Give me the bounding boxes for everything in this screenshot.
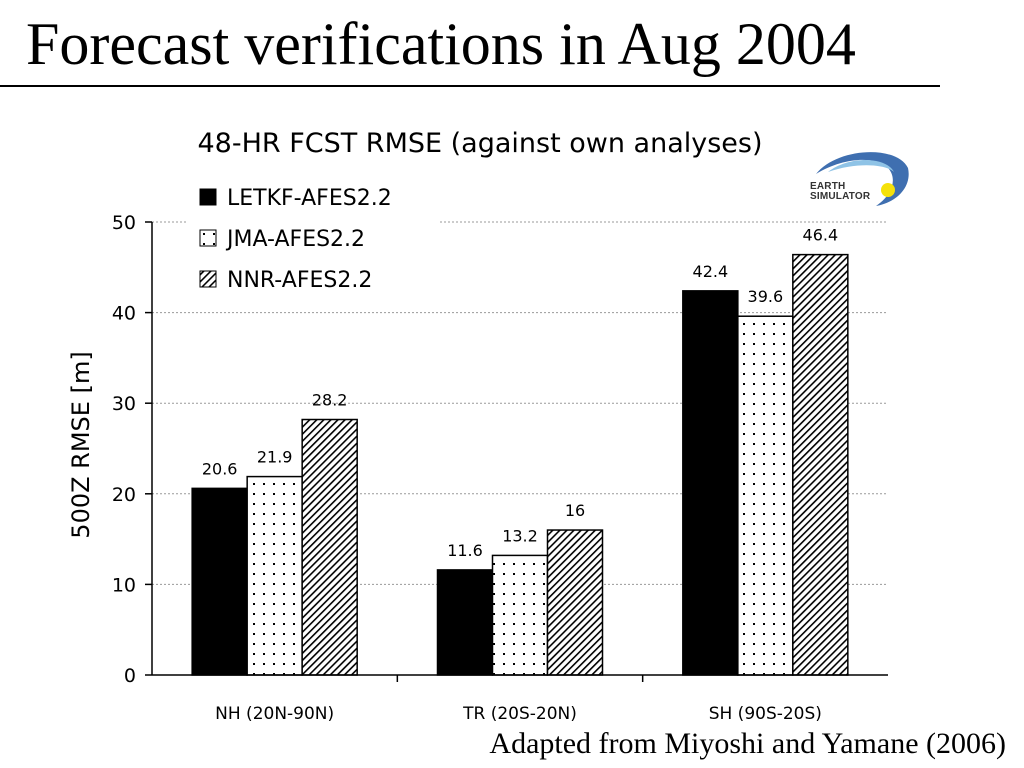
legend-label: JMA-AFES2.2 xyxy=(225,227,365,252)
logo-text: EARTH SIMULATOR xyxy=(810,182,870,202)
bar xyxy=(191,487,248,676)
y-tick-label: 20 xyxy=(112,484,136,506)
data-label: 21.9 xyxy=(257,448,293,467)
bar xyxy=(436,569,494,676)
y-tick-label: 30 xyxy=(112,393,136,415)
legend-swatch xyxy=(199,229,217,247)
legend-background xyxy=(188,178,440,304)
earth-simulator-swoosh-icon xyxy=(816,152,909,206)
x-tick-label: TR (20S-20N) xyxy=(462,704,577,724)
legend: LETKF-AFES2.2 JMA-AFES2.2 NNR-AFES2.2 xyxy=(188,178,440,304)
x-tick-label: SH (90S-20S) xyxy=(709,704,822,724)
source-credit: Adapted from Miyoshi and Yamane (2006) xyxy=(489,727,1006,760)
earth-simulator-logo: EARTH SIMULATOR xyxy=(806,146,910,212)
legend-swatch xyxy=(199,188,217,206)
title-divider xyxy=(0,85,940,87)
y-tick-label: 40 xyxy=(112,303,136,325)
bar xyxy=(546,529,604,676)
data-label: 16 xyxy=(565,501,585,520)
bars xyxy=(191,253,849,676)
bar xyxy=(737,315,794,676)
y-tick-label: 10 xyxy=(112,574,136,596)
data-label: 42.4 xyxy=(693,262,729,281)
bar xyxy=(682,290,739,676)
chart-title: 48-HR FCST RMSE (against own analyses) xyxy=(197,128,762,159)
data-label: 20.6 xyxy=(202,459,238,478)
bar xyxy=(792,253,849,676)
bar xyxy=(246,475,303,676)
logo-line-1: EARTH xyxy=(810,181,846,192)
data-label: 39.6 xyxy=(748,287,784,306)
bar xyxy=(301,418,358,676)
data-label: 46.4 xyxy=(803,226,839,245)
legend-label: NNR-AFES2.2 xyxy=(227,268,372,293)
data-label: 11.6 xyxy=(447,541,483,560)
y-tick-label: 50 xyxy=(112,212,136,234)
data-label: 28.2 xyxy=(312,391,348,410)
bar xyxy=(491,554,549,676)
y-tick-label: 0 xyxy=(124,665,136,687)
legend-label: LETKF-AFES2.2 xyxy=(227,186,392,211)
legend-swatch xyxy=(199,270,217,288)
x-tick-label: NH (20N-90N) xyxy=(215,704,334,724)
slide-title: Forecast verifications in Aug 2004 xyxy=(26,11,856,77)
logo-line-2: SIMULATOR xyxy=(810,191,871,202)
axes: 0 10 20 30 40 50 NH (20N-90N) TR (20S-20N) SH (9… xyxy=(112,212,888,724)
data-label: 13.2 xyxy=(502,526,538,545)
data-labels: 20.6 21.9 28.2 11.6 13.2 16 42.4 39.6 46.4 xyxy=(202,226,838,560)
y-axis-label: 500Z RMSE [m] xyxy=(67,351,95,538)
